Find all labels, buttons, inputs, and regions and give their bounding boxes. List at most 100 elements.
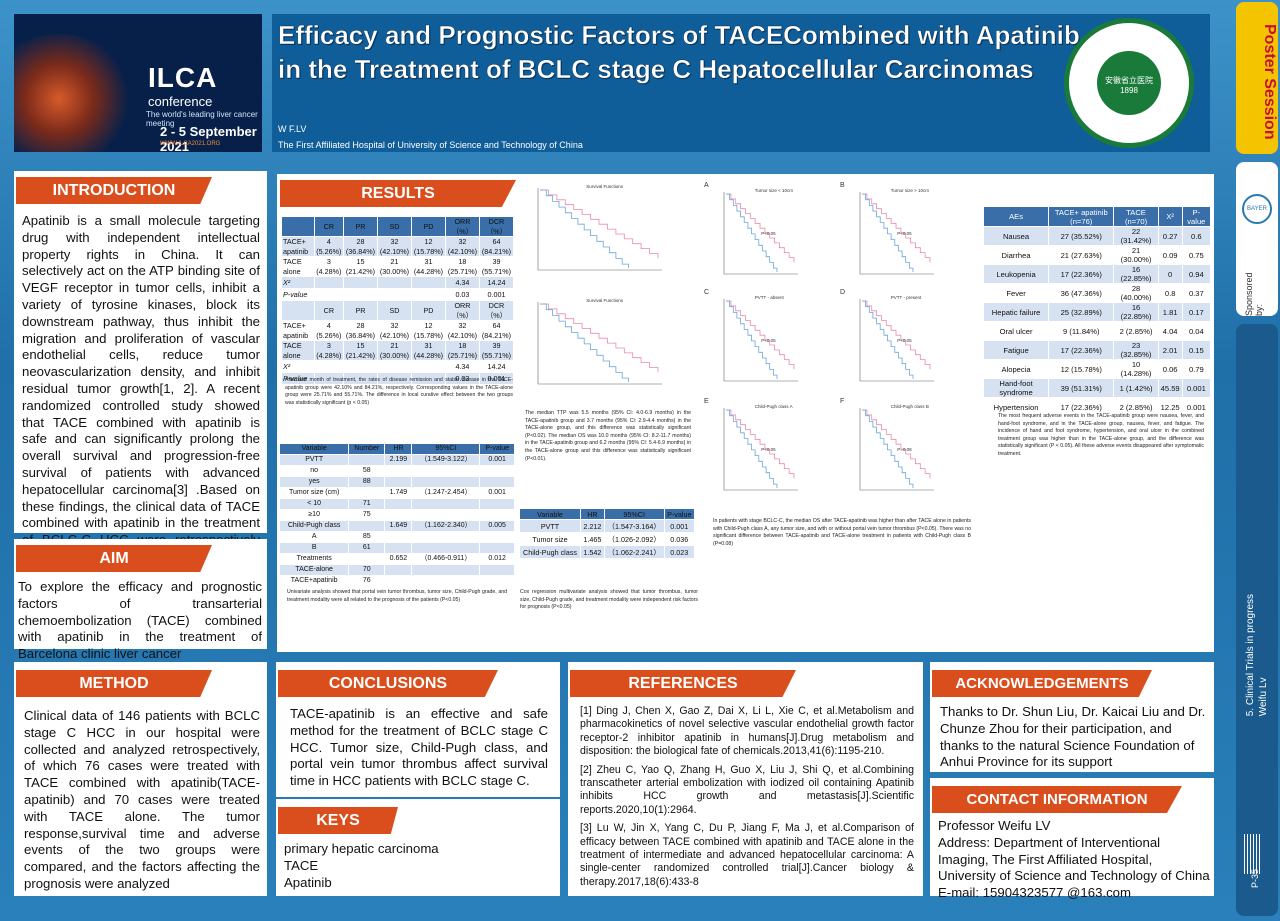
results-heading: RESULTS bbox=[280, 180, 516, 207]
table-cell: Tumor size bbox=[519, 532, 581, 546]
table-cell bbox=[479, 542, 515, 554]
table-cell: （1.026-2.092） bbox=[603, 532, 665, 546]
km-panel-label: A bbox=[704, 182, 709, 189]
table-cell: 85 bbox=[348, 531, 386, 543]
table-cell bbox=[411, 542, 481, 554]
table-cell: 0.03 bbox=[444, 372, 480, 385]
table-cell: PR bbox=[343, 300, 378, 321]
key-item: Apatinib bbox=[284, 874, 332, 890]
table-row: Nausea 27 (35.52%) 22 (31.42%) 0.27 0.6 bbox=[982, 226, 1212, 246]
table-cell: 0.652 bbox=[384, 553, 413, 565]
table-cell: no bbox=[278, 465, 350, 477]
conference-logo: ILCA conference The world's leading liver… bbox=[14, 14, 262, 152]
table-cell: 88 bbox=[348, 476, 386, 488]
table-cell: 1.465 bbox=[580, 532, 605, 546]
table-row: TACE-alone 70 bbox=[278, 564, 515, 576]
table-cell: Nausea bbox=[982, 226, 1050, 246]
intro-panel: INTRODUCTION Apatinib is a small molecul… bbox=[14, 171, 267, 564]
km-curve bbox=[862, 409, 931, 479]
table-cell: A bbox=[278, 531, 350, 543]
km-axis bbox=[859, 408, 934, 491]
km-title: PVTT - absent bbox=[754, 295, 784, 300]
table-cell: 0.012 bbox=[479, 553, 515, 565]
table-cell: 0.001 bbox=[1181, 378, 1212, 398]
sponsored-label: Sponsored by: bbox=[1244, 272, 1264, 316]
table-cell: （0.466-0.911） bbox=[411, 553, 481, 565]
table-cell: X² bbox=[281, 276, 315, 289]
table-cell bbox=[384, 542, 413, 554]
km-axis bbox=[723, 408, 798, 491]
table-row: P-value 0.03 0.001 bbox=[281, 288, 515, 301]
km-panel-label: D bbox=[840, 289, 846, 296]
method-heading: METHOD bbox=[16, 670, 212, 697]
contact-address: Address: Department of Interventional Im… bbox=[938, 834, 1210, 884]
km-plot: PVTT - present P<0.05 D bbox=[840, 289, 974, 393]
table-header-cell: Variable bbox=[278, 443, 350, 455]
intro-heading: INTRODUCTION bbox=[16, 177, 212, 204]
table-cell: 17 (22.36%) bbox=[1048, 340, 1115, 360]
table-cell: 28 (36.84%) bbox=[343, 320, 378, 341]
table-header-cell bbox=[281, 216, 315, 237]
km-plot: Child-Pugh class A P<0.05 E bbox=[704, 398, 838, 502]
table-row: Hepatic failure 25 (32.89%) 16 (22.85%) 1.8… bbox=[982, 302, 1212, 322]
table-header-cell: HR bbox=[580, 508, 605, 520]
table-cell: 23 (32.85%) bbox=[1113, 340, 1159, 360]
univariate-caption: Univariate analysis showed that portal v… bbox=[287, 589, 507, 603]
table-cell: 0.04 bbox=[1181, 321, 1212, 341]
table-cell: 16 (22.85%) bbox=[1113, 302, 1159, 322]
table-cell: 4.34 bbox=[444, 276, 480, 289]
table-header-cell: PR bbox=[343, 216, 378, 237]
table-cell: 58 bbox=[348, 465, 386, 477]
table-cell: 0.001 bbox=[479, 454, 515, 466]
poster-number: P-35 bbox=[1250, 869, 1260, 889]
table-cell: Fatigue bbox=[982, 340, 1050, 360]
table-cell bbox=[479, 498, 515, 510]
keys-panel: KEYS primary hepatic carcinoma TACE Apat… bbox=[276, 799, 560, 896]
table-row: B 61 bbox=[278, 542, 515, 554]
table-cell: 0.75 bbox=[1181, 245, 1212, 265]
table-row: P-value 0.03 0.001 bbox=[281, 372, 515, 385]
km-curve bbox=[540, 189, 629, 268]
ack-panel: ACKNOWLEDGEMENTS Thanks to Dr. Shun Liu,… bbox=[930, 662, 1214, 772]
table-cell: 1.649 bbox=[384, 520, 413, 532]
table-cell: （1.549-3.122） bbox=[411, 454, 481, 466]
table-cell: Diarrhea bbox=[982, 245, 1050, 265]
table-cell bbox=[343, 288, 378, 301]
km-plot: Survival Functions bbox=[524, 296, 702, 396]
table-cell: 12 (15.78%) bbox=[410, 236, 446, 257]
table-cell: 28 (40.00%) bbox=[1113, 283, 1159, 303]
table-row: Diarrhea 21 (27.63%) 21 (30.00%) 0.09 0.75 bbox=[982, 245, 1212, 265]
km-pvalue: P<0.05 bbox=[761, 447, 776, 452]
table-header-cell: SD bbox=[376, 216, 412, 237]
table-header-cell: 95%CI bbox=[411, 443, 481, 455]
km-curve bbox=[862, 409, 914, 488]
table-cell: 0.03 bbox=[444, 288, 480, 301]
liver-image bbox=[14, 34, 134, 152]
table-cell: 31 (44.28%) bbox=[410, 340, 446, 361]
table-cell bbox=[411, 575, 481, 587]
ack-text: Thanks to Dr. Shun Liu, Dr. Kaicai Liu a… bbox=[940, 704, 1206, 770]
table-header-cell: P-value bbox=[1181, 206, 1212, 227]
table-cell bbox=[376, 288, 412, 301]
table-header-cell: Number bbox=[348, 443, 386, 455]
table-cell: 39 (55.71%) bbox=[478, 340, 515, 361]
table-cell: 0.6 bbox=[1181, 226, 1212, 246]
table-cell: 4 (5.26%) bbox=[313, 236, 345, 257]
contact-email: E-mail: 15904323577 @163.com bbox=[938, 885, 1132, 901]
table-cell: 4 (5.26%) bbox=[313, 320, 345, 341]
table-cell: Leukopenia bbox=[982, 264, 1050, 284]
table-row: ≥10 75 bbox=[278, 509, 515, 521]
table-cell bbox=[376, 360, 412, 373]
table-cell: 64 (84.21%) bbox=[478, 320, 515, 341]
km-title: PVTT - present bbox=[890, 295, 922, 300]
table-cell bbox=[411, 476, 481, 488]
table-cell: Child-Pugh class bbox=[519, 545, 581, 559]
table-cell: 45.59 bbox=[1157, 378, 1183, 398]
ilca-logo: ILCA conference bbox=[148, 62, 218, 109]
km-axis bbox=[859, 192, 934, 275]
km-axis bbox=[723, 192, 798, 275]
aim-text: To explore the efficacy and prognostic f… bbox=[18, 579, 262, 662]
km-caption: The median TTP was 5.5 months (95% CI: 4… bbox=[525, 410, 691, 462]
table-cell bbox=[410, 276, 446, 289]
method-text: Clinical data of 146 patients with BCLC … bbox=[24, 708, 260, 891]
